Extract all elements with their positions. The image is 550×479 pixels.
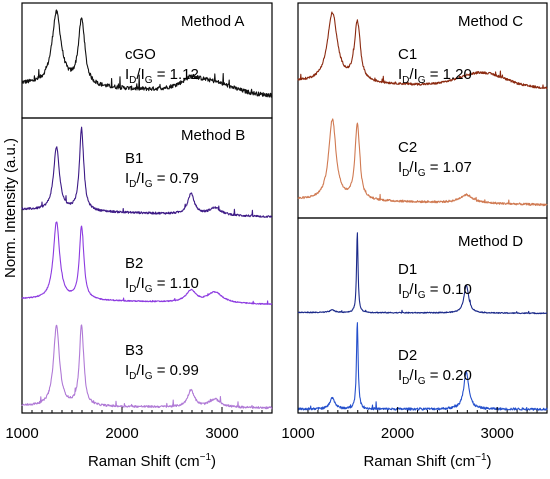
ratio-label: ID/IG = 0.10 <box>398 281 472 301</box>
sample-label: D2 <box>398 347 417 364</box>
spectrum-line-b2 <box>21 221 273 306</box>
x-tick-label: 3000 <box>481 425 514 442</box>
spectrum-line-d2 <box>297 322 548 411</box>
spectrum-line-cgo <box>21 9 273 98</box>
panel-frame <box>21 117 273 414</box>
x-axis-label: Raman Shift (cm−1) <box>363 452 491 470</box>
x-tick-label: 2000 <box>105 425 138 442</box>
x-tick-label: 2000 <box>381 425 414 442</box>
sample-label: C2 <box>398 139 417 156</box>
y-axis-label: Norm. Intensity (a.u.) <box>2 138 19 278</box>
spectrum-line-b3 <box>21 324 273 410</box>
x-axis-label: Raman Shift (cm−1) <box>88 452 216 470</box>
ratio-label: ID/IG = 1.20 <box>398 66 472 86</box>
spectrum-line-c1 <box>297 11 548 90</box>
method-title: Method A <box>181 13 244 30</box>
ratio-label: ID/IG = 0.79 <box>125 170 199 190</box>
spectrum-line-c2 <box>297 118 548 207</box>
ratio-label: ID/IG = 1.10 <box>125 275 199 295</box>
panel-frame <box>297 217 548 414</box>
ratio-label: ID/IG = 0.99 <box>125 362 199 382</box>
sample-label: B2 <box>125 255 143 272</box>
ratio-label: ID/IG = 0.20 <box>398 367 472 387</box>
sample-label: B1 <box>125 150 143 167</box>
spectrum-line-b1 <box>21 126 273 218</box>
sample-label: C1 <box>398 46 417 63</box>
sample-label: D1 <box>398 261 417 278</box>
method-title: Method D <box>458 233 523 250</box>
x-tick-label: 1000 <box>5 425 38 442</box>
sample-label: B3 <box>125 342 143 359</box>
ratio-label: ID/IG = 1.07 <box>398 159 472 179</box>
method-title: Method B <box>181 127 245 144</box>
x-tick-label: 1000 <box>281 425 314 442</box>
panel-frame <box>297 2 548 219</box>
x-tick-label: 3000 <box>205 425 238 442</box>
method-title: Method C <box>458 13 523 30</box>
spectrum-line-d1 <box>297 232 548 315</box>
ratio-label: ID/IG = 1.12 <box>125 66 199 86</box>
sample-label: cGO <box>125 46 156 63</box>
